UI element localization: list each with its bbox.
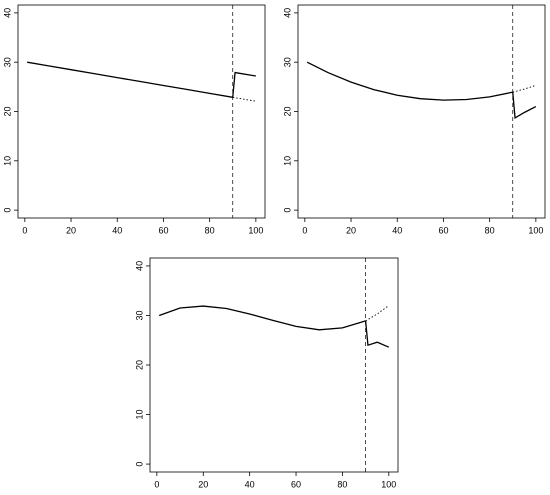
x-tick-label: 0 bbox=[154, 479, 159, 489]
x-tick-label: 40 bbox=[112, 225, 122, 235]
x-tick-label: 60 bbox=[438, 225, 448, 235]
series-line bbox=[512, 92, 537, 119]
x-tick-label: 100 bbox=[381, 479, 396, 489]
series-line bbox=[232, 71, 256, 98]
panel: 0 20 40 60 80 100 0 10 20 30 40 bbox=[282, 4, 546, 235]
x-tick-label: 40 bbox=[245, 479, 255, 489]
x-tick-label: 80 bbox=[205, 225, 215, 235]
y-tick-label: 30 bbox=[282, 57, 292, 67]
plot-frame bbox=[297, 4, 546, 219]
plot-frame bbox=[17, 4, 266, 219]
series-line bbox=[306, 61, 513, 101]
x-tick-label: 0 bbox=[302, 225, 307, 235]
x-tick-label: 20 bbox=[198, 479, 208, 489]
x-tick-label: 20 bbox=[346, 225, 356, 235]
y-tick-label: 10 bbox=[134, 410, 144, 420]
x-tick-label: 80 bbox=[337, 479, 347, 489]
y-tick-label: 0 bbox=[2, 208, 12, 213]
x-tick-label: 80 bbox=[485, 225, 495, 235]
series-line bbox=[158, 305, 366, 331]
y-tick-label: 10 bbox=[282, 156, 292, 166]
x-tick-label: 20 bbox=[66, 225, 76, 235]
series-line bbox=[365, 305, 390, 322]
series-line bbox=[232, 96, 256, 102]
y-tick-label: 40 bbox=[2, 8, 12, 18]
x-tick-label: 100 bbox=[528, 225, 543, 235]
plot-frame bbox=[149, 257, 399, 473]
x-tick-label: 60 bbox=[158, 225, 168, 235]
series-line bbox=[364, 320, 390, 348]
y-tick-label: 30 bbox=[2, 57, 12, 67]
y-tick-label: 20 bbox=[282, 106, 292, 116]
panel: 0 20 40 60 80 100 0 10 20 30 40 bbox=[2, 4, 266, 235]
series-line bbox=[512, 84, 536, 93]
y-tick-label: 40 bbox=[282, 8, 292, 18]
series-line bbox=[27, 61, 233, 98]
y-tick-label: 0 bbox=[282, 208, 292, 213]
y-tick-label: 0 bbox=[134, 462, 144, 467]
x-tick-label: 0 bbox=[22, 225, 27, 235]
panel: 0 20 40 60 80 100 0 10 20 30 40 bbox=[134, 257, 399, 489]
x-tick-label: 100 bbox=[248, 225, 263, 235]
y-tick-label: 30 bbox=[134, 310, 144, 320]
y-tick-label: 10 bbox=[2, 156, 12, 166]
y-tick-label: 40 bbox=[134, 261, 144, 271]
y-tick-label: 20 bbox=[2, 106, 12, 116]
y-tick-label: 20 bbox=[134, 360, 144, 370]
x-tick-label: 60 bbox=[291, 479, 301, 489]
x-tick-label: 40 bbox=[392, 225, 402, 235]
